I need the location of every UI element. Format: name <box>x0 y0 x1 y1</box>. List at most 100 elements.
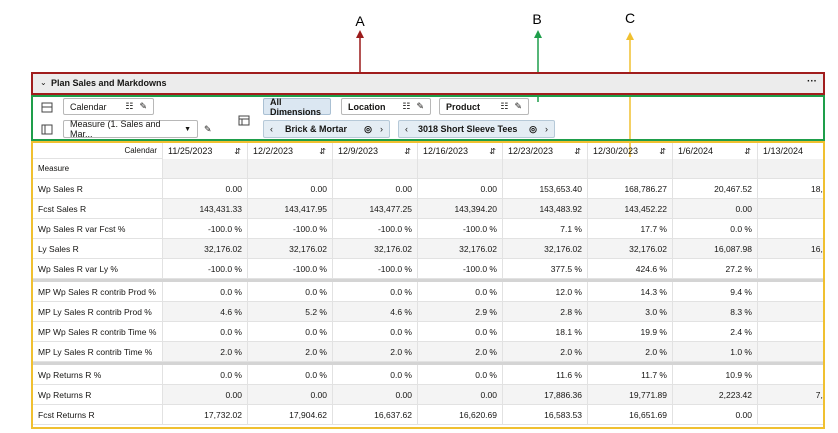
corner-calendar: Calendar <box>33 143 163 159</box>
value-cell: 19.9 % <box>588 322 673 342</box>
location-chip[interactable]: ‹ Brick & Mortar ◎ › <box>263 120 390 138</box>
value-cell: 27.2 % <box>673 259 758 279</box>
value-cell: 17,904.62 <box>248 405 333 425</box>
value-cell: 32,176.02 <box>503 239 588 259</box>
value-cell: -100.0 % <box>418 219 503 239</box>
all-dimensions-button[interactable]: All Dimensions <box>263 97 331 117</box>
group-separator <box>33 362 823 365</box>
value-cell: 4.6 % <box>333 302 418 322</box>
value-cell: 1. <box>758 342 823 362</box>
value-cell: 0.00 <box>163 179 248 199</box>
value-cell: 0.00 <box>673 405 758 425</box>
value-cell: 2.0 % <box>163 342 248 362</box>
data-grid: Calendar Measure 11/25/2023 ⇵ 12/2/2023 ⇵ 12/9… <box>33 143 823 426</box>
value-cell: 10.9 % <box>673 365 758 385</box>
value-cell: 0.0 % <box>248 365 333 385</box>
value-cell: -100.0 % <box>248 219 333 239</box>
prev-icon[interactable]: ‹ <box>270 124 273 134</box>
value-cell: 424.6 % <box>588 259 673 279</box>
value-cell: 5.2 % <box>248 302 333 322</box>
dropdown-label: Measure (1. Sales and Mar... <box>70 119 161 139</box>
panel-icon[interactable] <box>41 124 53 135</box>
target-icon[interactable]: ◎ <box>364 123 372 134</box>
edit-icon: ✎ <box>204 123 212 134</box>
column-header[interactable]: 12/9/2023 ⇵ <box>333 143 418 159</box>
target-icon[interactable]: ◎ <box>529 123 537 134</box>
location-button[interactable]: Location ☷ ✎ <box>341 98 431 115</box>
value-cell: 0.00 <box>333 385 418 405</box>
value-cell: 2.0 % <box>333 342 418 362</box>
value-cell: 32,176.02 <box>333 239 418 259</box>
caret: ▼ <box>184 125 191 133</box>
annotation-label: A <box>355 13 365 29</box>
value-cell: 8.3 % <box>673 302 758 322</box>
value-cell: 377.5 % <box>503 259 588 279</box>
column-header[interactable]: 12/23/2023 ⇵ <box>503 143 588 159</box>
value-cell: 12.0 % <box>503 282 588 302</box>
header-filler <box>418 159 503 179</box>
column-header[interactable]: 1/6/2024 ⇵ <box>673 143 758 159</box>
value-cell: 143,483.92 <box>503 199 588 219</box>
header-filler <box>588 159 673 179</box>
value-cell: 8. <box>758 302 823 322</box>
sort-icon[interactable]: ⇵ <box>234 146 241 156</box>
edit-button[interactable]: ✎ <box>200 120 220 138</box>
edit-icon: ✎ <box>139 101 147 111</box>
collapse-chevron[interactable]: ⌄ <box>40 78 47 87</box>
column-header[interactable]: 11/25/2023 ⇵ <box>163 143 248 159</box>
value-cell: -100.0 % <box>163 219 248 239</box>
sort-icon[interactable]: ⇵ <box>574 146 581 156</box>
next-icon[interactable]: › <box>380 124 383 134</box>
value-cell: 32,176.02 <box>418 239 503 259</box>
header-filler <box>503 159 588 179</box>
value-cell: 0.0 % <box>248 282 333 302</box>
sort-icon[interactable]: ⇵ <box>404 146 411 156</box>
sort-icon[interactable]: ⇵ <box>319 146 326 156</box>
product-button[interactable]: Product ☷ ✎ <box>439 98 529 115</box>
value-cell: 3.0 % <box>588 302 673 322</box>
value-cell: -100.0 % <box>333 259 418 279</box>
column-header[interactable]: 12/2/2023 ⇵ <box>248 143 333 159</box>
prev-icon[interactable]: ‹ <box>405 124 408 134</box>
button-label: Calendar <box>70 101 107 112</box>
group-separator <box>33 279 823 282</box>
column-header[interactable]: 12/16/2023 ⇵ <box>418 143 503 159</box>
value-cell: 143,452.22 <box>588 199 673 219</box>
value-cell: 11.7 % <box>588 365 673 385</box>
hierarchy-icon: ☷ <box>402 101 411 111</box>
chip-label: Brick & Mortar <box>285 124 348 134</box>
value-cell: -100.0 % <box>418 259 503 279</box>
value-cell: 168,786.27 <box>588 179 673 199</box>
calendar-button[interactable]: Calendar ☷ ✎ <box>63 98 154 115</box>
arrowhead <box>356 30 364 38</box>
column-header[interactable]: 12/30/2023 ⇵ <box>588 143 673 159</box>
measure-dropdown[interactable]: Measure (1. Sales and Mar... ▼ <box>63 119 198 139</box>
value-cell: 2.4 % <box>673 322 758 342</box>
value-cell: 2.0 % <box>588 342 673 362</box>
column-header[interactable]: 1/13/2024⇵ <box>758 143 823 159</box>
edit-icon: ✎ <box>416 101 424 111</box>
value-cell: 11.6 % <box>503 365 588 385</box>
value-cell: 4.6 % <box>163 302 248 322</box>
layout-icon[interactable] <box>41 102 53 113</box>
value-cell: 7.1 % <box>503 219 588 239</box>
product-chip[interactable]: ‹ 3018 Short Sleeve Tees ◎ › <box>398 120 555 138</box>
sort-icon[interactable]: ⇵ <box>489 146 496 156</box>
menu-button[interactable]: ··· <box>807 76 817 87</box>
value-cell: 0.00 <box>163 385 248 405</box>
value-cell: 17,886.36 <box>503 385 588 405</box>
sort-icon[interactable]: ⇵ <box>659 146 666 156</box>
value-cell: 9.4 % <box>673 282 758 302</box>
pivot-icon[interactable] <box>238 115 250 126</box>
row-label: Wp Returns R % <box>33 365 163 385</box>
row-label: Ly Sales R <box>33 239 163 259</box>
value-cell: 0.0 % <box>333 322 418 342</box>
value-cell: -100.0 % <box>333 219 418 239</box>
value-cell: 17,732.02 <box>163 405 248 425</box>
row-label: MP Wp Sales R contrib Time % <box>33 322 163 342</box>
sort-icon[interactable]: ⇵ <box>744 146 751 156</box>
next-icon[interactable]: › <box>545 124 548 134</box>
value-cell: 0 <box>758 199 823 219</box>
